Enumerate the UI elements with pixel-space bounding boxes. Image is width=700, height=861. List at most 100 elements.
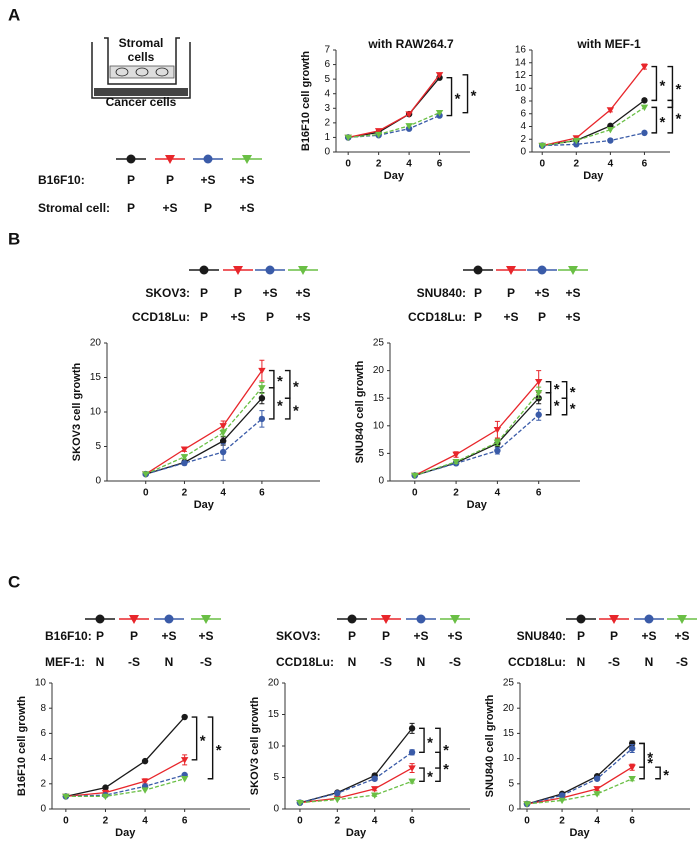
significance-label: * (554, 398, 560, 415)
well (91, 42, 191, 99)
data-point (493, 439, 502, 447)
y-tick-label: 20 (373, 365, 385, 376)
legend-cell: P (266, 310, 274, 324)
significance-bracket (419, 767, 425, 782)
x-axis-label: Day (115, 827, 136, 839)
legend-cell: P (610, 629, 618, 643)
x-tick-label: 4 (220, 488, 226, 499)
x-axis-label: Day (194, 499, 215, 511)
x-tick-label: 0 (539, 159, 545, 170)
significance-label: * (570, 400, 576, 417)
data-point (142, 471, 150, 478)
x-tick-label: 6 (409, 816, 415, 827)
y-tick-label: 15 (503, 728, 515, 739)
x-tick-label: 0 (524, 816, 530, 827)
legend-cell: P (127, 201, 135, 215)
data-point (296, 800, 304, 807)
x-axis-label: Day (467, 499, 488, 511)
significance-label: * (570, 384, 576, 401)
legend-row-label: CCD18Lu: (508, 655, 566, 669)
legend-marker (265, 265, 275, 275)
data-point (494, 447, 501, 454)
legend-cell: -S (380, 655, 392, 669)
legend-cell: +S (295, 310, 310, 324)
significance-label: * (427, 734, 433, 751)
data-point (408, 725, 416, 732)
data-point (333, 796, 342, 804)
data-point (219, 437, 227, 445)
chart-title: with MEF-1 (576, 37, 641, 51)
x-tick-label: 2 (103, 816, 109, 827)
significance-bracket (561, 380, 568, 399)
legend-row-label: B16F10: (38, 173, 85, 187)
significance-bracket (419, 727, 425, 753)
significance-bracket (667, 65, 674, 109)
series-line (526, 778, 633, 805)
y-tick-label: 4 (40, 753, 46, 764)
x-tick-label: 2 (559, 816, 565, 827)
data-point (370, 786, 379, 793)
data-point (593, 786, 601, 793)
x-tick-label: 0 (412, 488, 418, 499)
x-tick-label: 2 (453, 488, 459, 499)
data-point (258, 395, 266, 402)
significance-label: * (427, 769, 433, 786)
significance-label: * (676, 81, 682, 98)
legend-cell: P (382, 629, 390, 643)
data-point (628, 745, 636, 752)
data-point (641, 129, 648, 137)
significance-bracket (462, 74, 469, 114)
data-point (535, 411, 542, 418)
panel-label: B (8, 229, 20, 248)
legend-cell: P (348, 629, 356, 643)
y-tick-label: 4 (520, 121, 526, 132)
x-tick-label: 0 (345, 159, 351, 170)
legend-marker (126, 154, 136, 164)
y-tick-label: 8 (520, 96, 526, 107)
schematic-label: Stromal (119, 36, 164, 50)
data-point (640, 63, 649, 71)
data-point (181, 713, 188, 721)
data-point (593, 775, 601, 782)
x-tick-label: 6 (437, 159, 443, 170)
chart-title: with RAW264.7 (367, 37, 454, 51)
series-line (299, 727, 413, 804)
x-axis-label: Day (583, 170, 604, 182)
y-tick-label: 5 (378, 448, 384, 459)
legend-marker (95, 614, 105, 624)
legend-cell: P (507, 286, 515, 300)
data-point (628, 764, 636, 771)
legend-marker (473, 265, 483, 275)
y-tick-label: 15 (268, 709, 280, 720)
legend-marker (199, 265, 209, 275)
legend-marker (347, 614, 357, 624)
significance-label: * (293, 403, 299, 420)
legend-cell: +S (534, 286, 549, 300)
x-tick-label: 2 (574, 159, 580, 170)
y-tick-label: 15 (90, 372, 102, 383)
x-axis-label: Day (384, 170, 405, 182)
x-tick-label: 2 (182, 488, 188, 499)
significance-label: * (277, 397, 283, 414)
legend-cell: P (200, 310, 208, 324)
series-line (542, 99, 645, 147)
y-tick-label: 10 (90, 407, 102, 418)
legend-cell: +S (503, 310, 518, 324)
legend-marker (416, 614, 426, 624)
legend-marker (233, 266, 243, 275)
data-point (628, 740, 636, 747)
series-line (299, 780, 413, 804)
significance-label: * (443, 742, 449, 759)
significance-label: * (200, 732, 206, 749)
x-tick-label: 6 (536, 488, 542, 499)
significance-bracket (639, 742, 645, 780)
legend-cell: +S (262, 286, 277, 300)
data-point (141, 757, 149, 765)
y-tick-label: 12 (515, 70, 527, 81)
legend-cell: P (130, 629, 138, 643)
x-tick-label: 6 (182, 816, 188, 827)
legend-cell: P (577, 629, 585, 643)
legend-cell: P (204, 201, 212, 215)
significance-label: * (660, 114, 666, 131)
x-axis-label: Day (569, 827, 590, 839)
